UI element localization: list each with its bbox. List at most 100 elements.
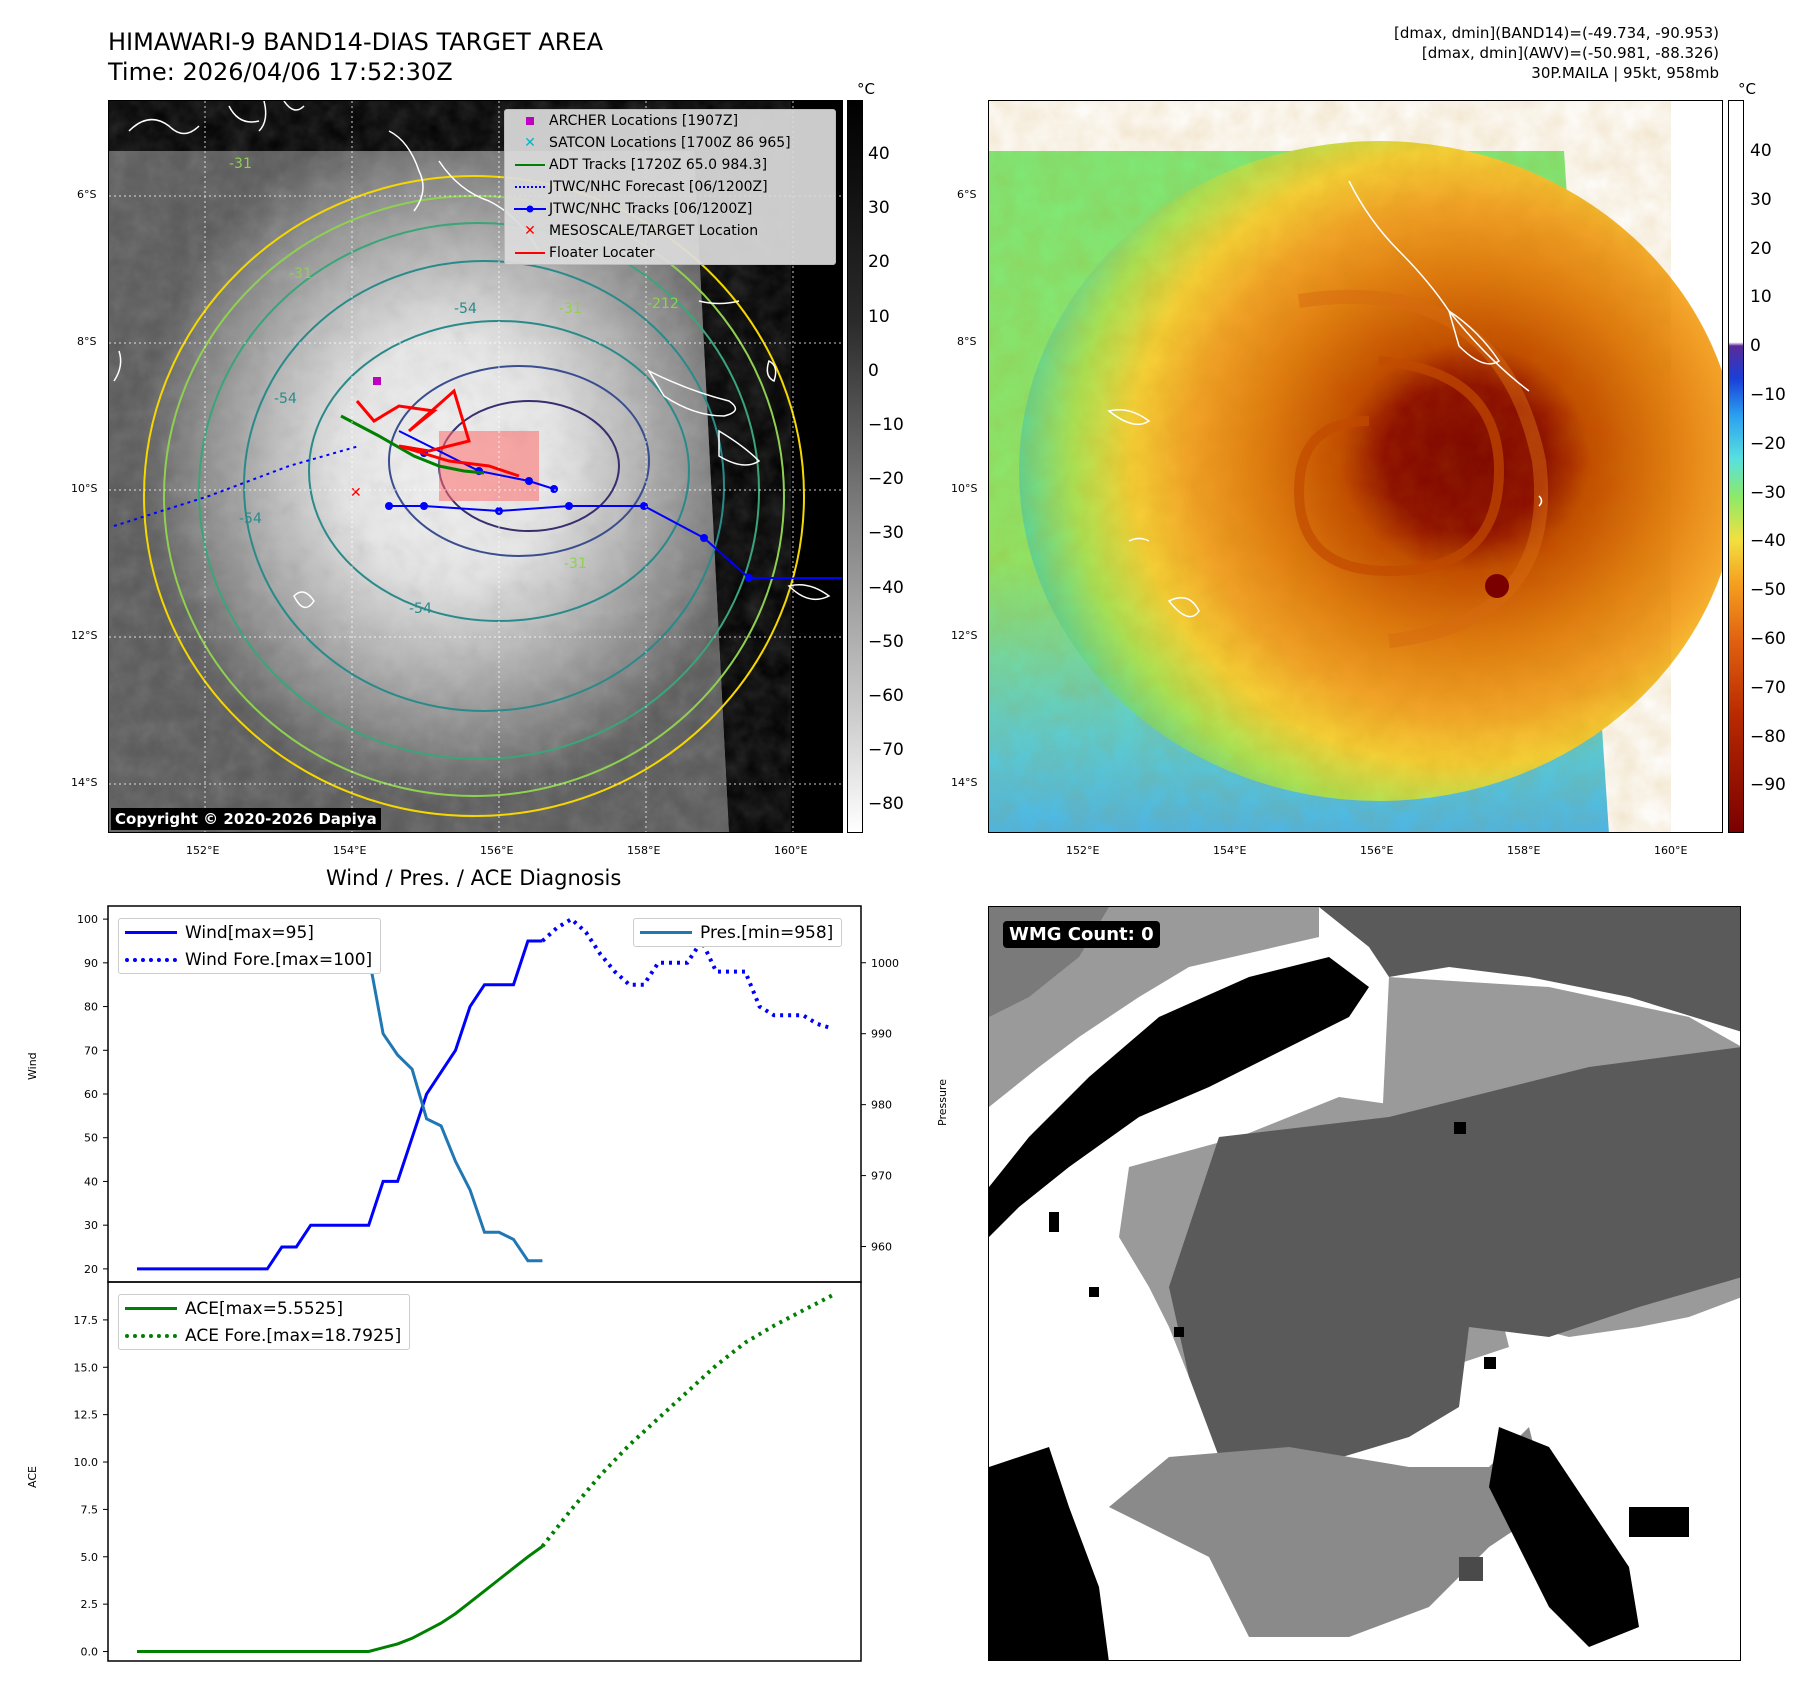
- colorbar-tick: −70: [868, 740, 904, 761]
- legend-mesoscale: ✕ MESOSCALE/TARGET Location: [524, 223, 759, 239]
- colorbar-tick: −80: [1750, 726, 1786, 747]
- svg-text:✕: ✕: [350, 485, 362, 501]
- series-line-0: [137, 1545, 544, 1653]
- lat-label: 14°S: [951, 776, 978, 789]
- legend-jtwc-tracks: JTWC/NHC Tracks [06/1200Z]: [505, 198, 835, 220]
- colorbar-tick: −50: [868, 631, 904, 652]
- lon-label: 154°E: [333, 844, 367, 857]
- y-tick-label: 40: [84, 1175, 98, 1188]
- lon-label: 154°E: [1213, 844, 1247, 857]
- band14-map: ✕ -31 -31 -54 -54 -54 -54 -31 -31 -212: [108, 100, 843, 833]
- colorbar-tick: 0: [1750, 336, 1761, 357]
- series-line-1: [541, 916, 833, 1031]
- storm-info: 30P.MAILA | 95kt, 958mb: [1531, 64, 1719, 82]
- legend-label: JTWC/NHC Tracks [06/1200Z]: [549, 201, 753, 217]
- colorbar-tick: −40: [1750, 531, 1786, 552]
- legend-label: ARCHER Locations [1907Z]: [549, 113, 739, 129]
- contour-label: -54: [274, 391, 297, 407]
- legend-wind-forecast: Wind Fore.[max=100]: [119, 946, 380, 973]
- colorbar-tick: −40: [868, 577, 904, 598]
- awv-map-graphic: [989, 141, 1722, 832]
- lon-label: 156°E: [1360, 844, 1394, 857]
- pressure-legend: Pres.[min=958]: [633, 918, 843, 947]
- awv-colorbar: [1728, 100, 1744, 833]
- lon-label: 160°E: [774, 844, 808, 857]
- legend-label: Floater Locater: [549, 245, 655, 261]
- contour-label: -54: [409, 601, 432, 617]
- y-tick-label: 5.0: [81, 1551, 99, 1564]
- lat-label: 8°S: [957, 335, 977, 348]
- legend-label: ACE Fore.[max=18.7925]: [185, 1325, 402, 1346]
- colorbar-tick: 30: [1750, 189, 1772, 210]
- colorbar-tick: −10: [1750, 385, 1786, 405]
- y-tick-label: 20: [84, 1263, 98, 1276]
- colorbar-tick: 10: [1750, 287, 1772, 308]
- contour-label: -54: [239, 511, 262, 527]
- lat-label: 8°S: [77, 335, 97, 348]
- y-right-tick-label: 960: [871, 1241, 892, 1254]
- y-tick-label: 15.0: [74, 1361, 99, 1374]
- colorbar-tick: −30: [1750, 482, 1786, 503]
- diagnosis-title: Wind / Pres. / ACE Diagnosis: [326, 866, 622, 890]
- series-line-0: [137, 939, 543, 1271]
- legend-jtwc-forecast: JTWC/NHC Forecast [06/1200Z]: [505, 176, 835, 198]
- legend-label: ADT Tracks [1720Z 65.0 984.3]: [549, 157, 768, 173]
- y-tick-label: 50: [84, 1132, 98, 1145]
- y-right-tick-label: 1000: [871, 957, 899, 970]
- contour-label: -31: [229, 156, 252, 172]
- colorbar-tick: −60: [868, 686, 904, 706]
- y-tick-label: 30: [84, 1219, 98, 1232]
- colorbar-tick: −60: [1750, 629, 1786, 649]
- legend-label: Wind Fore.[max=100]: [185, 949, 373, 970]
- y-tick-label: 70: [84, 1044, 98, 1057]
- contour-label: -31: [559, 301, 582, 317]
- lat-label: 12°S: [71, 629, 98, 642]
- wmg-panel: WMG Count: 0: [988, 906, 1741, 1661]
- wmg-grid: [989, 907, 1740, 1660]
- lon-label: 152°E: [186, 844, 220, 857]
- lon-label: 160°E: [1654, 844, 1688, 857]
- contour-label: -212: [647, 296, 679, 312]
- y-right-tick-label: 970: [871, 1170, 892, 1183]
- colorbar-tick: 20: [1750, 238, 1772, 259]
- lon-label: 158°E: [627, 844, 661, 857]
- legend-archer: ARCHER Locations [1907Z]: [505, 110, 835, 132]
- y-tick-label: 17.5: [74, 1314, 99, 1327]
- colorbar-unit: °C: [1738, 80, 1756, 98]
- figure-title: HIMAWARI-9 BAND14-DIAS TARGET AREA: [108, 28, 604, 56]
- lon-label: 158°E: [1507, 844, 1541, 857]
- wmg-count-badge: WMG Count: 0: [1003, 921, 1160, 948]
- y-tick-label: 90: [84, 957, 98, 970]
- y-tick-label: 2.5: [81, 1598, 99, 1611]
- legend-label: MESOSCALE/TARGET Location: [549, 223, 759, 239]
- colorbar-tick: 0: [868, 360, 879, 381]
- colorbar-tick: 10: [868, 306, 890, 327]
- colorbar-tick: −80: [868, 794, 904, 815]
- legend-label: JTWC/NHC Forecast [06/1200Z]: [549, 179, 768, 195]
- y-right-tick-label: 980: [871, 1099, 892, 1112]
- awv-map: [988, 100, 1723, 833]
- y-right-tick-label: 990: [871, 1028, 892, 1041]
- contour-label: -31: [289, 266, 312, 282]
- legend-label: Wind[max=95]: [185, 922, 314, 943]
- legend-label: SATCON Locations [1700Z 86 965]: [549, 135, 791, 151]
- band14-colorbar: [847, 100, 863, 833]
- y-tick-label: 0.0: [81, 1646, 99, 1659]
- y-tick-label: 80: [84, 1001, 98, 1014]
- contour-label: -31: [564, 556, 587, 572]
- legend-satcon: ✕ SATCON Locations [1700Z 86 965]: [524, 135, 791, 151]
- contour-label: -54: [454, 301, 477, 317]
- legend-label: ACE[max=5.5525]: [185, 1298, 343, 1319]
- y-tick-label: 60: [84, 1088, 98, 1101]
- legend-label: Pres.[min=958]: [700, 922, 834, 943]
- colorbar-tick: 40: [868, 144, 890, 164]
- lat-label: 12°S: [951, 629, 978, 642]
- colorbar-tick: 30: [868, 198, 890, 219]
- lat-label: 6°S: [77, 188, 97, 201]
- colorbar-tick: −10: [868, 415, 904, 435]
- ace-legend: ACE[max=5.5525] ACE Fore.[max=18.7925]: [118, 1294, 411, 1350]
- colorbar-tick: −70: [1750, 677, 1786, 698]
- lat-label: 14°S: [71, 776, 98, 789]
- y-tick-label: 7.5: [81, 1503, 99, 1516]
